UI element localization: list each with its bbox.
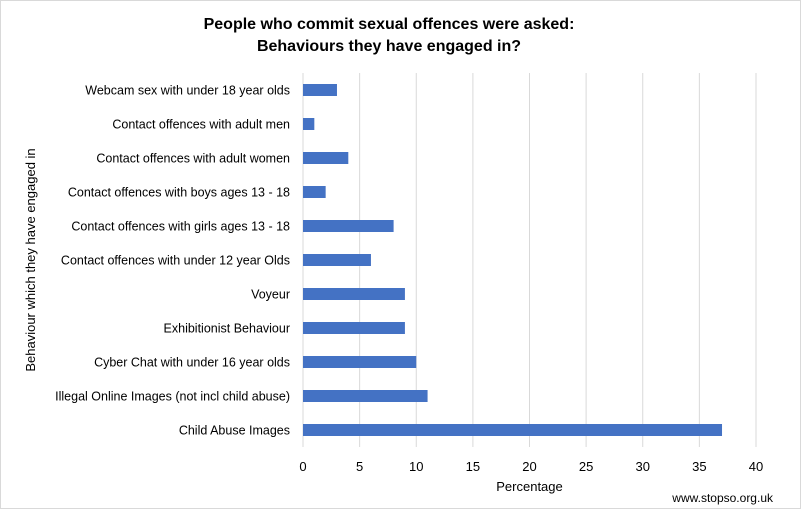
bar	[303, 84, 337, 96]
chart-frame: People who commit sexual offences were a…	[0, 0, 801, 509]
x-tick-label: 5	[356, 459, 363, 474]
category-label: Contact offences with under 12 year Olds	[61, 254, 290, 268]
x-tick-label: 10	[409, 459, 423, 474]
x-tick-label: 20	[522, 459, 536, 474]
gridlines	[302, 73, 757, 447]
category-label: Illegal Online Images (not incl child ab…	[55, 390, 290, 404]
x-tick-label: 40	[749, 459, 763, 474]
category-label: Voyeur	[251, 288, 290, 302]
x-tick-label: 0	[299, 459, 306, 474]
x-axis-title: Percentage	[496, 479, 563, 494]
category-label: Exhibitionist Behaviour	[164, 322, 290, 336]
x-tick-label: 25	[579, 459, 593, 474]
category-label: Contact offences with girls ages 13 - 18	[71, 220, 290, 234]
y-axis-title: Behaviour which they have engaged in	[23, 148, 38, 371]
category-label: Contact offences with boys ages 13 - 18	[68, 186, 290, 200]
category-label: Webcam sex with under 18 year olds	[85, 84, 290, 98]
chart-title: People who commit sexual offences were a…	[204, 16, 575, 55]
bar-chart: People who commit sexual offences were a…	[23, 16, 763, 494]
bar	[303, 424, 723, 436]
bar	[303, 390, 428, 402]
bar	[303, 356, 417, 368]
x-tick-label: 30	[636, 459, 650, 474]
category-label: Cyber Chat with under 16 year olds	[94, 356, 290, 370]
chart-title-line: Behaviours they have engaged in?	[257, 38, 521, 55]
chart-title-line: People who commit sexual offences were a…	[204, 16, 575, 33]
category-label: Child Abuse Images	[179, 424, 290, 438]
bars	[303, 84, 723, 436]
x-tick-label: 15	[466, 459, 480, 474]
x-tick-labels: 0 5 10 15 20 25 30 35 40	[299, 459, 763, 474]
bar	[303, 118, 315, 130]
category-labels: Webcam sex with under 18 year olds Contac…	[55, 84, 290, 438]
x-tick-label: 35	[692, 459, 706, 474]
category-label: Contact offences with adult women	[96, 152, 290, 166]
bar	[303, 322, 405, 334]
category-label: Contact offences with adult men	[112, 118, 290, 132]
source-credit: www.stopso.org.uk	[672, 491, 773, 505]
bar	[303, 288, 405, 300]
bar	[303, 254, 371, 266]
bar	[303, 186, 326, 198]
bar	[303, 220, 394, 232]
bar	[303, 152, 349, 164]
